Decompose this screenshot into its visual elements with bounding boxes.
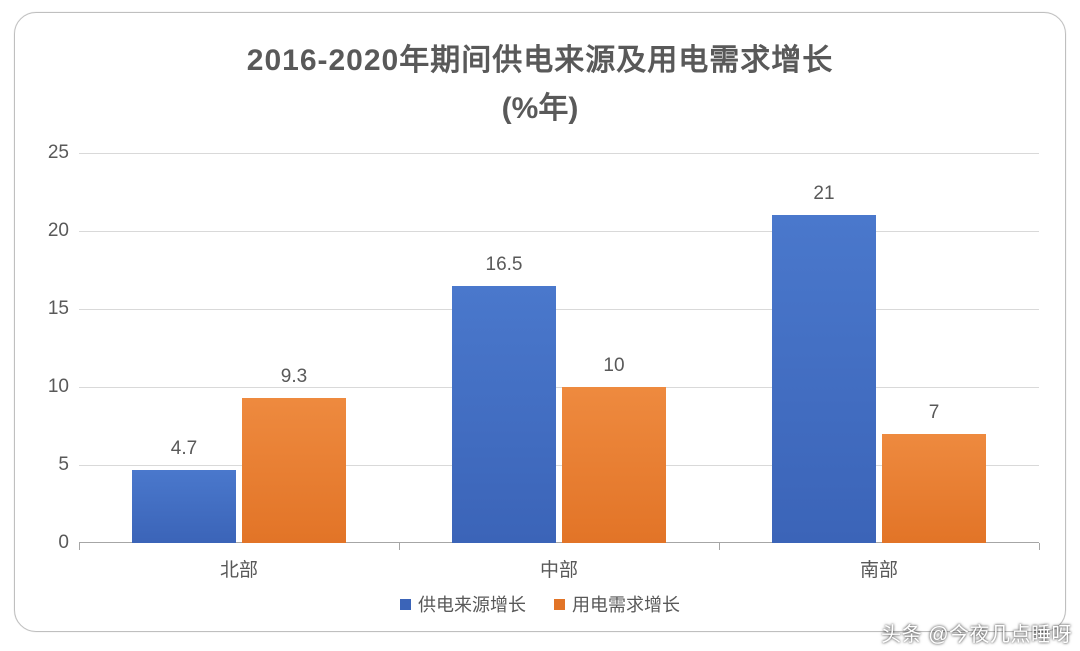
gridline	[79, 387, 1039, 388]
bar-series1	[452, 286, 556, 543]
bar-value-label: 16.5	[486, 254, 523, 276]
legend: 供电来源增长 用电需求增长	[15, 591, 1065, 617]
y-tick-label: 0	[39, 532, 69, 554]
x-category-label: 北部	[220, 555, 258, 582]
bar-series2	[242, 398, 346, 543]
legend-swatch-series2	[554, 599, 565, 610]
gridline	[79, 153, 1039, 154]
plot-area: 0510152025北部4.79.3中部16.510南部217	[79, 153, 1039, 543]
chart-title: 2016-2020年期间供电来源及用电需求增长 (%年)	[15, 35, 1065, 127]
bar-series1	[772, 215, 876, 543]
watermark-text: 头条 @今夜几点睡呀	[881, 618, 1072, 647]
bar-value-label: 10	[603, 355, 624, 377]
legend-label-series2: 用电需求增长	[572, 591, 680, 617]
chart-card: 2016-2020年期间供电来源及用电需求增长 (%年) 0 5 10 15 20 25 北…	[14, 12, 1066, 632]
bar-series1	[132, 470, 236, 543]
gridline	[79, 309, 1039, 310]
chart-title-line2: (%年)	[15, 83, 1065, 127]
gridline	[79, 231, 1039, 232]
bar-series2	[562, 387, 666, 543]
y-tick-label: 20	[39, 220, 69, 242]
legend-label-series1: 供电来源增长	[418, 591, 526, 617]
bar-value-label: 21	[813, 183, 834, 205]
bar-series2	[882, 434, 986, 543]
x-category-label: 中部	[540, 555, 578, 582]
x-tick	[79, 543, 80, 550]
legend-item-series2: 用电需求增长	[554, 591, 680, 617]
chart-title-line1: 2016-2020年期间供电来源及用电需求增长	[15, 35, 1065, 79]
y-tick-label: 25	[39, 142, 69, 164]
x-tick	[1039, 543, 1040, 550]
y-tick-label: 10	[39, 376, 69, 398]
bar-value-label: 7	[929, 402, 940, 424]
x-tick	[719, 543, 720, 550]
legend-item-series1: 供电来源增长	[400, 591, 526, 617]
bar-value-label: 4.7	[171, 438, 197, 460]
x-category-label: 南部	[860, 555, 898, 582]
y-tick-label: 5	[39, 454, 69, 476]
x-tick	[399, 543, 400, 550]
legend-swatch-series1	[400, 599, 411, 610]
bar-value-label: 9.3	[281, 366, 307, 388]
y-tick-label: 15	[39, 298, 69, 320]
